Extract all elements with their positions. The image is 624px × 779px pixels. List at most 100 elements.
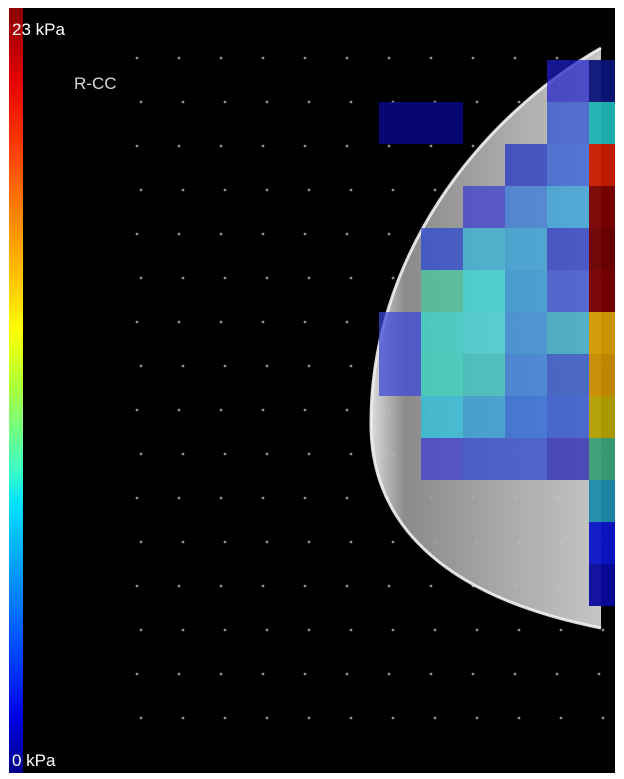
sensor-dot — [139, 364, 143, 368]
sensor-dot — [223, 364, 227, 368]
stiffness-cell — [463, 438, 505, 480]
colorbar-max-label: 23 kPa — [12, 20, 65, 39]
sensor-dot — [513, 672, 517, 676]
sensor-dot — [601, 628, 605, 632]
sensor-dot — [517, 628, 521, 632]
sensor-dot — [345, 584, 349, 588]
sensor-dot — [517, 716, 521, 720]
sensor-dot — [135, 56, 139, 60]
stiffness-cell — [505, 144, 547, 186]
sensor-dot — [345, 408, 349, 412]
sensor-dot — [219, 496, 223, 500]
sensor-dot — [135, 408, 139, 412]
sensor-dot — [135, 320, 139, 324]
sensor-dot — [349, 628, 353, 632]
sensor-dot — [177, 144, 181, 148]
sensor-dot — [223, 716, 227, 720]
sensor-dot — [433, 628, 437, 632]
stiffness-cell — [589, 60, 615, 102]
sensor-dot — [219, 408, 223, 412]
sensor-dot — [303, 672, 307, 676]
sensor-dot — [135, 232, 139, 236]
sensor-dot — [475, 716, 479, 720]
stiffness-cell — [547, 438, 589, 480]
sensor-dot — [181, 276, 185, 280]
stiffness-colorbar — [9, 8, 23, 773]
sensor-dot — [345, 56, 349, 60]
sensor-dot — [139, 716, 143, 720]
sensor-dot — [303, 408, 307, 412]
sensor-dot — [471, 672, 475, 676]
sensor-dot — [349, 364, 353, 368]
sensor-dot — [555, 672, 559, 676]
stiffness-cell — [547, 186, 589, 228]
sensor-dot — [387, 56, 391, 60]
sensor-dot — [517, 100, 521, 104]
sensor-dot — [429, 672, 433, 676]
stiffness-cell — [505, 186, 547, 228]
sensor-dot — [303, 584, 307, 588]
sensor-dot — [471, 56, 475, 60]
stiffness-cell — [589, 480, 615, 522]
sensor-dot — [223, 100, 227, 104]
sensor-dot — [135, 584, 139, 588]
sensor-dot — [177, 672, 181, 676]
sensor-dot — [139, 276, 143, 280]
sensor-dot — [265, 276, 269, 280]
stiffness-cell — [379, 354, 421, 396]
sensor-dot — [345, 672, 349, 676]
sensor-dot — [349, 100, 353, 104]
stiffness-cell — [463, 396, 505, 438]
stiffness-cell — [463, 228, 505, 270]
sensor-dot — [265, 540, 269, 544]
sensor-dot — [135, 496, 139, 500]
sensor-dot — [349, 716, 353, 720]
stiffness-cell — [589, 228, 615, 270]
sensor-dot — [265, 364, 269, 368]
mammogram-stiffness-overlay — [135, 46, 615, 720]
stiffness-cell — [505, 270, 547, 312]
sensor-dot — [181, 540, 185, 544]
sensor-dot — [303, 232, 307, 236]
stiffness-heatmap — [379, 60, 615, 606]
sensor-dot — [303, 496, 307, 500]
colorbar-min-label: 0 kPa — [12, 751, 56, 770]
stiffness-cell — [505, 228, 547, 270]
sensor-dot — [265, 452, 269, 456]
stiffness-cell — [463, 270, 505, 312]
sensor-dot — [345, 496, 349, 500]
sensor-dot — [135, 144, 139, 148]
sensor-dot — [391, 540, 395, 544]
sensor-dot — [391, 716, 395, 720]
sensor-dot — [177, 408, 181, 412]
sensor-dot — [181, 188, 185, 192]
sensor-dot — [219, 584, 223, 588]
view-label: R-CC — [74, 74, 117, 93]
sensor-dot — [223, 276, 227, 280]
stiffness-cell — [463, 186, 505, 228]
stiffness-cell — [505, 312, 547, 354]
sensor-dot — [181, 100, 185, 104]
sensor-dot — [555, 56, 559, 60]
sensor-dot — [177, 496, 181, 500]
sensor-dot — [387, 232, 391, 236]
stiffness-cell — [547, 144, 589, 186]
sensor-dot — [391, 276, 395, 280]
sensor-dot — [181, 452, 185, 456]
sensor-dot — [429, 584, 433, 588]
sensor-dot — [223, 188, 227, 192]
sensor-dot — [391, 628, 395, 632]
sensor-dot — [601, 716, 605, 720]
sensor-dot — [349, 452, 353, 456]
sensor-dot — [307, 364, 311, 368]
sensor-dot — [261, 672, 265, 676]
stiffness-cell — [547, 60, 589, 102]
sensor-dot — [261, 584, 265, 588]
sensor-dot — [261, 56, 265, 60]
sensor-dot — [307, 276, 311, 280]
sensor-dot — [261, 144, 265, 148]
stiffness-cell — [589, 186, 615, 228]
sensor-dot — [513, 56, 517, 60]
sensor-dot — [307, 540, 311, 544]
stiffness-cell — [421, 396, 463, 438]
